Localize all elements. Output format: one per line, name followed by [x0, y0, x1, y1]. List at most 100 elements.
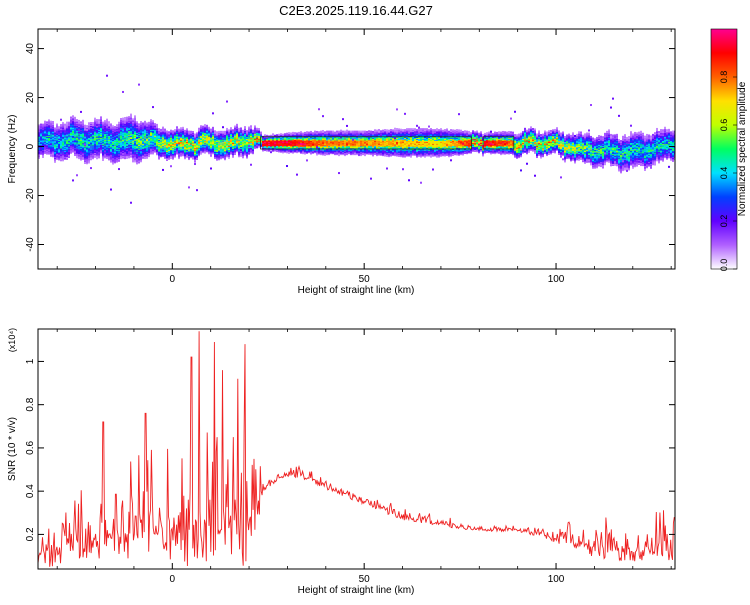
spectrogram-cell	[122, 117, 124, 120]
spectrogram-cell	[60, 118, 62, 121]
spectrogram-cell	[84, 143, 86, 146]
spectrogram-cell	[140, 121, 142, 124]
spectrogram-cell	[352, 130, 354, 133]
spectrogram-cell	[292, 131, 294, 134]
spectrogram-cell	[158, 128, 160, 131]
spectrogram-cell	[104, 120, 106, 123]
spectrogram-cell	[246, 130, 248, 133]
spectrogram-cell	[88, 161, 90, 164]
spectrogram-cell	[160, 128, 162, 131]
spectrogram-cell	[68, 121, 70, 124]
spectrogram-cell	[252, 129, 254, 132]
spectrogram-cell	[170, 129, 172, 132]
spectrogram-cell	[90, 167, 92, 170]
spectrogram-cell	[52, 120, 54, 123]
spectrogram-cell	[328, 130, 330, 133]
spectrogram-cell	[198, 127, 200, 130]
spectrogram-cell	[192, 135, 194, 138]
spectrogram-cell	[110, 188, 112, 191]
spectrogram-cell	[310, 130, 312, 133]
spectrogram-cell	[210, 167, 212, 170]
spectrogram-cell	[132, 118, 134, 121]
spectrogram-cell	[168, 131, 170, 134]
spectrogram-cell	[86, 125, 88, 128]
spectrogram-cell	[228, 129, 230, 132]
spectrogram-cell	[96, 119, 98, 122]
spectrogram-cell	[218, 130, 220, 133]
spectrogram-cell	[90, 121, 92, 124]
spectrogram-cell	[220, 132, 222, 135]
spectrogram-cell	[118, 123, 120, 126]
spectrogram-cell	[106, 74, 108, 77]
spectrogram-cell	[118, 121, 120, 124]
spectrogram-cell	[302, 132, 304, 135]
spectrogram-cell	[42, 155, 44, 158]
spectrogram-cell	[222, 126, 224, 129]
spectrogram-cell	[208, 126, 210, 129]
spectrogram-cell	[112, 162, 114, 165]
spectrogram-cell	[134, 160, 136, 163]
spectrogram-cell	[154, 123, 156, 126]
spectrogram-cell	[114, 126, 116, 129]
spectrogram-cell	[316, 130, 318, 133]
spectrogram-cell	[194, 163, 196, 166]
spectrogram-cell	[108, 123, 110, 126]
spectrogram-cell	[128, 116, 130, 119]
spectrogram-cell	[60, 126, 62, 129]
spectrogram-cell	[184, 129, 186, 132]
spectrogram-cell	[138, 83, 140, 86]
spectrogram-cell	[104, 127, 106, 130]
spectrogram-cell	[342, 118, 344, 121]
spectrogram-cell	[254, 131, 256, 134]
spectrogram-cell	[348, 130, 350, 133]
spectrogram-cell	[136, 162, 138, 165]
spectrogram-cell	[226, 100, 228, 103]
spectrogram-cell	[286, 132, 288, 135]
spectrogram-cell	[320, 130, 322, 133]
spectrogram-cell	[352, 138, 354, 141]
spectrogram-cell	[278, 133, 280, 136]
spectrogram-cell	[44, 120, 46, 123]
spectrogram-cell	[346, 124, 348, 127]
spectrogram-cell	[308, 131, 310, 134]
spectrogram-cell	[80, 121, 82, 124]
spectrogram-cell	[66, 121, 68, 124]
spectrogram-cell	[116, 160, 118, 163]
spectrogram-cell	[130, 113, 132, 116]
spectrogram-cell	[206, 124, 208, 127]
spectrogram-cell	[286, 165, 288, 168]
spectrogram-cell	[82, 119, 84, 122]
spectrogram-cell	[120, 119, 122, 122]
spectrogram-cell	[144, 120, 146, 123]
spectrogram-cell	[294, 132, 296, 135]
spectrogram-cell	[188, 130, 190, 133]
spectrogram-cell	[284, 133, 286, 136]
spectrogram-cell	[66, 123, 68, 126]
spectrogram-cell	[196, 189, 198, 192]
spectrogram-cell	[370, 130, 372, 133]
spectrogram-cell	[370, 177, 372, 180]
spectrogram-cell	[248, 145, 250, 148]
spectrogram-cell	[238, 127, 240, 130]
spectrogram-cell	[38, 124, 40, 127]
spectrogram-cell	[60, 159, 62, 162]
spectrogram-cell	[202, 125, 204, 128]
spectrogram-cell	[138, 123, 140, 126]
spectrogram-cell	[216, 131, 218, 134]
spectrogram-cell	[212, 126, 214, 129]
spectrogram-cell	[74, 116, 76, 119]
spectrogram-cell	[342, 130, 344, 133]
spectrogram-cell	[288, 132, 290, 135]
spectrogram-cell	[268, 135, 270, 138]
spectrogram-cell	[240, 127, 242, 130]
spectrogram-cell	[336, 130, 338, 133]
spectrogram-marks	[38, 74, 675, 204]
spectrogram-cell	[54, 127, 56, 130]
spectrogram-cell	[332, 134, 334, 137]
spectrogram-cell	[298, 131, 300, 134]
spectrogram-cell	[340, 131, 342, 134]
spectrogram-cell	[78, 119, 80, 122]
spectrogram-cell	[264, 134, 266, 137]
spectrogram-cell	[360, 130, 362, 133]
spectrogram-cell	[256, 144, 258, 147]
